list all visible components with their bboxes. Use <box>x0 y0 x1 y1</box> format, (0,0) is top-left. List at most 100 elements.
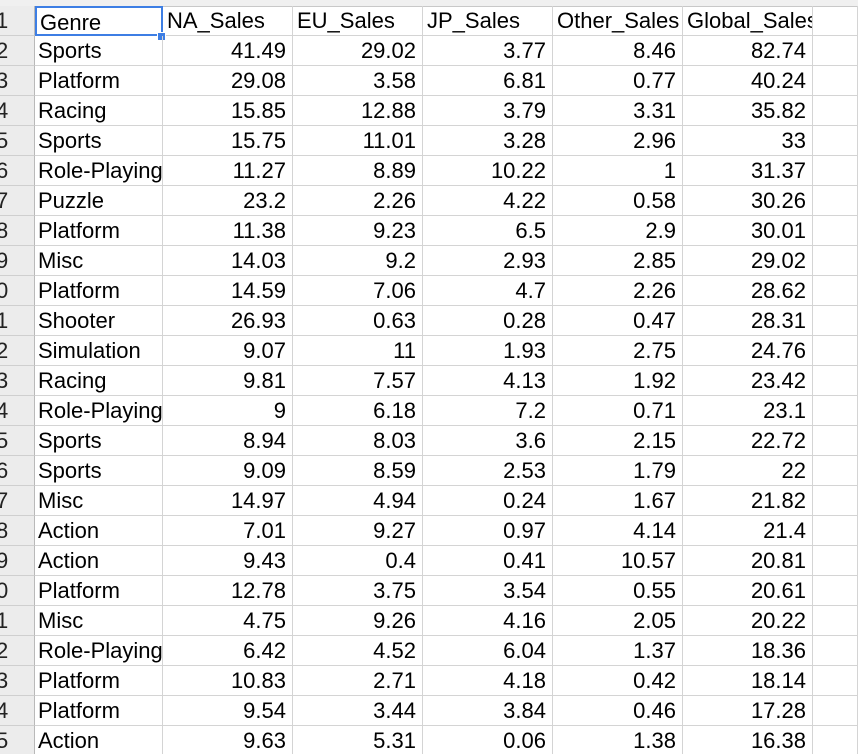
cell-jp-sales[interactable]: 0.06 <box>423 726 553 754</box>
row-number[interactable]: 2 <box>0 636 35 666</box>
cell-na-sales[interactable]: 9.09 <box>163 456 293 486</box>
cell-other-sales[interactable]: 2.96 <box>553 126 683 156</box>
cell-jp-sales[interactable]: 4.22 <box>423 186 553 216</box>
cell-jp-sales[interactable]: 4.18 <box>423 666 553 696</box>
row-number[interactable]: 6 <box>0 456 35 486</box>
cell-na-sales[interactable]: 6.42 <box>163 636 293 666</box>
cell-eu-sales[interactable]: 29.02 <box>293 36 423 66</box>
cell-genre[interactable]: Action <box>35 516 163 546</box>
cell-global-sales[interactable]: 20.22 <box>683 606 813 636</box>
row-number[interactable]: 4 <box>0 96 35 126</box>
cell-genre[interactable]: Misc <box>35 486 163 516</box>
cell-na-sales[interactable]: 11.38 <box>163 216 293 246</box>
cell-eu-sales[interactable]: 11 <box>293 336 423 366</box>
cell-jp-sales[interactable]: 4.16 <box>423 606 553 636</box>
cell-na-sales[interactable]: 41.49 <box>163 36 293 66</box>
cell-global-sales[interactable]: 30.01 <box>683 216 813 246</box>
row-number[interactable]: 3 <box>0 366 35 396</box>
empty-cell[interactable] <box>813 126 858 156</box>
cell-eu-sales[interactable]: 8.59 <box>293 456 423 486</box>
cell-eu-sales[interactable]: 8.03 <box>293 426 423 456</box>
empty-cell[interactable] <box>813 516 858 546</box>
cell-global-sales[interactable]: 23.1 <box>683 396 813 426</box>
empty-cell[interactable] <box>813 576 858 606</box>
cell-jp-sales[interactable]: 2.53 <box>423 456 553 486</box>
cell-genre[interactable]: Platform <box>35 216 163 246</box>
row-number[interactable]: 2 <box>0 36 35 66</box>
row-number[interactable]: 5 <box>0 726 35 754</box>
cell-other-sales[interactable]: 0.71 <box>553 396 683 426</box>
cell-genre[interactable]: Sports <box>35 426 163 456</box>
fill-handle[interactable] <box>157 32 166 41</box>
cell-na-sales[interactable]: 26.93 <box>163 306 293 336</box>
cell-eu-sales[interactable]: 6.18 <box>293 396 423 426</box>
cell-other-sales[interactable]: 1.92 <box>553 366 683 396</box>
cell-genre[interactable]: Role-Playing <box>35 156 163 186</box>
header-cell-global-sales[interactable]: Global_Sales <box>683 6 813 36</box>
empty-cell[interactable] <box>813 456 858 486</box>
row-number[interactable]: 5 <box>0 426 35 456</box>
cell-genre[interactable]: Role-Playing <box>35 636 163 666</box>
cell-jp-sales[interactable]: 3.79 <box>423 96 553 126</box>
header-cell-jp-sales[interactable]: JP_Sales <box>423 6 553 36</box>
cell-global-sales[interactable]: 40.24 <box>683 66 813 96</box>
empty-cell[interactable] <box>813 636 858 666</box>
cell-eu-sales[interactable]: 9.23 <box>293 216 423 246</box>
cell-eu-sales[interactable]: 12.88 <box>293 96 423 126</box>
cell-na-sales[interactable]: 9.63 <box>163 726 293 754</box>
row-number[interactable]: 7 <box>0 186 35 216</box>
empty-cell[interactable] <box>813 6 858 36</box>
cell-global-sales[interactable]: 31.37 <box>683 156 813 186</box>
cell-jp-sales[interactable]: 3.84 <box>423 696 553 726</box>
empty-cell[interactable] <box>813 66 858 96</box>
empty-cell[interactable] <box>813 186 858 216</box>
cell-eu-sales[interactable]: 0.63 <box>293 306 423 336</box>
cell-eu-sales[interactable]: 7.57 <box>293 366 423 396</box>
empty-cell[interactable] <box>813 96 858 126</box>
cell-genre[interactable]: Shooter <box>35 306 163 336</box>
cell-eu-sales[interactable]: 9.2 <box>293 246 423 276</box>
row-number[interactable]: 5 <box>0 126 35 156</box>
cell-eu-sales[interactable]: 9.27 <box>293 516 423 546</box>
cell-global-sales[interactable]: 18.14 <box>683 666 813 696</box>
cell-na-sales[interactable]: 14.03 <box>163 246 293 276</box>
cell-jp-sales[interactable]: 4.7 <box>423 276 553 306</box>
cell-jp-sales[interactable]: 6.81 <box>423 66 553 96</box>
cell-na-sales[interactable]: 9 <box>163 396 293 426</box>
empty-cell[interactable] <box>813 156 858 186</box>
cell-na-sales[interactable]: 8.94 <box>163 426 293 456</box>
cell-other-sales[interactable]: 1.79 <box>553 456 683 486</box>
empty-cell[interactable] <box>813 246 858 276</box>
cell-genre[interactable]: Misc <box>35 246 163 276</box>
cell-global-sales[interactable]: 21.82 <box>683 486 813 516</box>
cell-other-sales[interactable]: 2.26 <box>553 276 683 306</box>
cell-genre[interactable]: Misc <box>35 606 163 636</box>
cell-genre[interactable]: Role-Playing <box>35 396 163 426</box>
cell-genre[interactable]: Sports <box>35 36 163 66</box>
row-number[interactable]: 9 <box>0 546 35 576</box>
cell-genre[interactable]: Puzzle <box>35 186 163 216</box>
cell-global-sales[interactable]: 28.31 <box>683 306 813 336</box>
cell-other-sales[interactable]: 1 <box>553 156 683 186</box>
empty-cell[interactable] <box>813 546 858 576</box>
cell-genre[interactable]: Sports <box>35 126 163 156</box>
cell-na-sales[interactable]: 14.97 <box>163 486 293 516</box>
cell-genre[interactable]: Simulation <box>35 336 163 366</box>
cell-na-sales[interactable]: 15.75 <box>163 126 293 156</box>
cell-other-sales[interactable]: 1.37 <box>553 636 683 666</box>
cell-global-sales[interactable]: 35.82 <box>683 96 813 126</box>
cell-genre[interactable]: Sports <box>35 456 163 486</box>
row-number[interactable]: 4 <box>0 696 35 726</box>
empty-cell[interactable] <box>813 36 858 66</box>
cell-other-sales[interactable]: 1.67 <box>553 486 683 516</box>
cell-eu-sales[interactable]: 7.06 <box>293 276 423 306</box>
cell-other-sales[interactable]: 10.57 <box>553 546 683 576</box>
cell-eu-sales[interactable]: 2.71 <box>293 666 423 696</box>
row-number[interactable]: 1 <box>0 306 35 336</box>
cell-other-sales[interactable]: 0.55 <box>553 576 683 606</box>
cell-global-sales[interactable]: 20.81 <box>683 546 813 576</box>
header-cell-eu-sales[interactable]: EU_Sales <box>293 6 423 36</box>
empty-cell[interactable] <box>813 666 858 696</box>
cell-jp-sales[interactable]: 0.97 <box>423 516 553 546</box>
empty-cell[interactable] <box>813 396 858 426</box>
